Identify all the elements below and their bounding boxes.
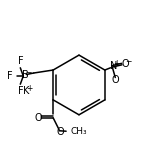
Text: B: B: [22, 70, 29, 80]
Text: N: N: [110, 61, 117, 71]
Text: O: O: [111, 76, 119, 85]
Text: CH₃: CH₃: [71, 128, 87, 136]
Text: K: K: [23, 86, 29, 96]
Text: +: +: [113, 59, 119, 68]
Text: +: +: [26, 84, 33, 93]
Text: F: F: [18, 56, 24, 66]
Text: −: −: [25, 68, 31, 77]
Text: O: O: [121, 59, 129, 69]
Text: O: O: [34, 113, 42, 123]
Text: F: F: [18, 86, 24, 96]
Text: F: F: [7, 71, 13, 81]
Text: −: −: [125, 57, 131, 66]
Text: O: O: [56, 127, 64, 137]
